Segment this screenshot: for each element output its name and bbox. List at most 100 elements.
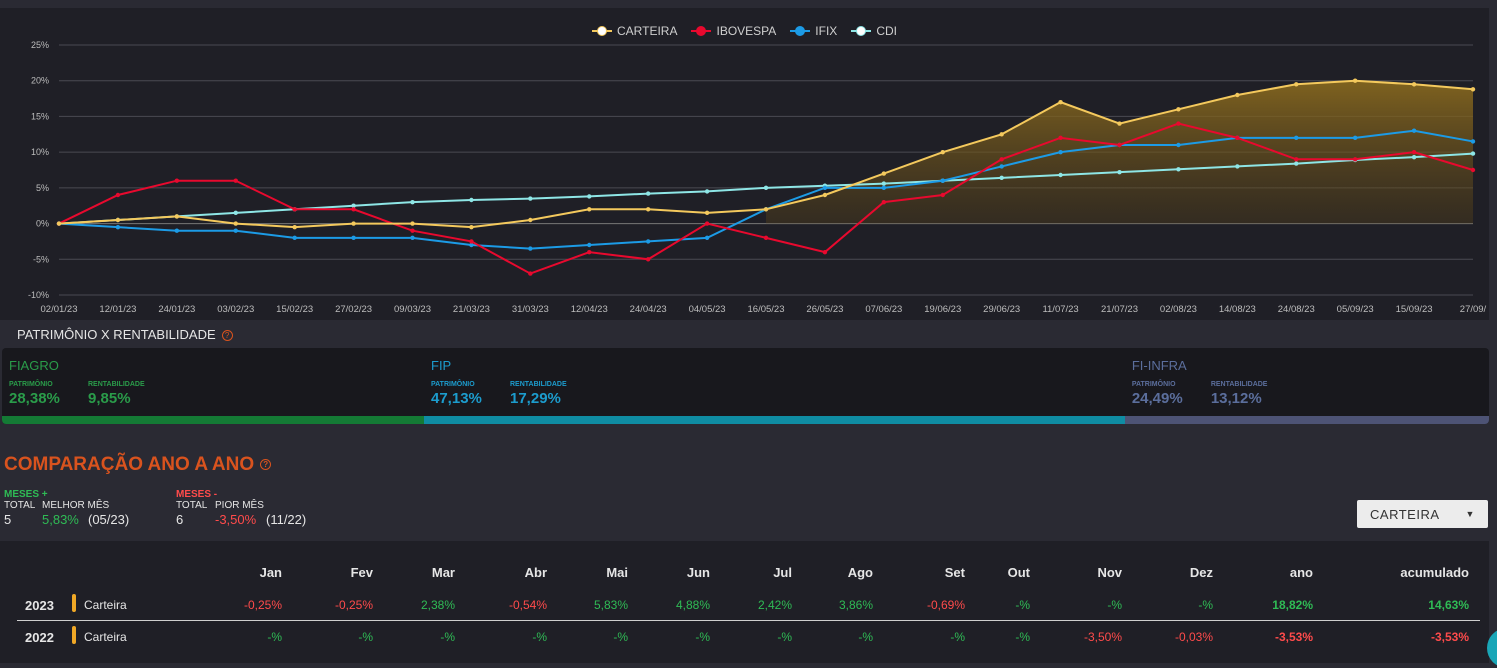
data-point-carteira: [233, 221, 238, 226]
allocation-segment-fiagro[interactable]: FIAGRO PATRIMÔNIO RENTABILIDADE 28,38% 9,85%: [2, 348, 424, 424]
data-point-ibovespa: [233, 178, 238, 183]
data-point-ifix: [115, 224, 121, 230]
data-point-carteira: [1117, 121, 1122, 126]
data-point-ifix: [469, 242, 474, 248]
data-point-ifix: [292, 235, 297, 241]
data-point-ifix: [1352, 135, 1358, 141]
data-point-ibovespa: [1411, 149, 1417, 155]
data-point-ifix: [174, 228, 180, 233]
data-point-ibovespa: [881, 199, 887, 205]
column-header[interactable]: Abr: [524, 565, 547, 580]
data-point-carteira: [292, 224, 297, 230]
chat-button[interactable]: [1487, 628, 1497, 668]
table-cell: -3,50%: [1083, 630, 1122, 644]
column-header[interactable]: Mar: [431, 565, 455, 580]
x-tick-label: 21/03/23: [453, 304, 490, 315]
help-icon[interactable]: ?: [221, 330, 233, 341]
chart-legend: CARTEIRA IBOVESPA IFIX CDI: [0, 24, 1489, 38]
data-point-cdi: [233, 210, 238, 216]
x-tick-label: 02/08/23: [1160, 304, 1197, 315]
legend-label: IFIX: [815, 24, 838, 38]
data-point-cdi: [645, 191, 651, 196]
data-point-carteira: [469, 224, 474, 230]
legend-item-ibovespa[interactable]: IBOVESPA: [691, 24, 776, 38]
negative-total-label: TOTAL: [176, 500, 208, 511]
data-point-ibovespa: [763, 235, 769, 241]
data-point-carteira: [174, 214, 180, 219]
x-tick-label: 24/08/23: [1278, 304, 1315, 315]
data-point-ibovespa: [1117, 142, 1122, 148]
data-point-cdi: [999, 175, 1004, 181]
series-dropdown[interactable]: CARTEIRA ▼: [1357, 500, 1488, 528]
data-point-ibovespa: [999, 157, 1004, 162]
legend-item-carteira[interactable]: CARTEIRA: [592, 24, 677, 38]
y-tick-label: 10%: [31, 147, 49, 157]
table-cell: -0,03%: [1174, 630, 1213, 644]
column-header[interactable]: Set: [944, 565, 965, 580]
data-point-carteira: [56, 221, 62, 226]
help-icon[interactable]: ?: [260, 459, 272, 470]
data-point-ifix: [351, 235, 356, 241]
column-header[interactable]: Mai: [606, 565, 628, 580]
allocation-bar: FIAGRO PATRIMÔNIO RENTABILIDADE 28,38% 9,85%…: [2, 348, 1489, 424]
series-color-tag: [72, 626, 76, 644]
x-tick-label: 26/05/23: [806, 304, 843, 315]
data-point-ibovespa: [351, 207, 356, 212]
data-point-carteira: [1176, 107, 1181, 112]
table-cell: -%: [950, 630, 965, 644]
allocation-segment-fip[interactable]: FIP PATRIMÔNIO RENTABILIDADE 47,13% 17,29%: [424, 348, 1125, 424]
data-point-ifix: [881, 185, 887, 191]
column-header[interactable]: Out: [1007, 565, 1030, 580]
data-point-carteira: [410, 221, 415, 226]
column-header[interactable]: Jul: [773, 565, 792, 580]
table-cell: -%: [358, 630, 373, 644]
y-tick-label: 5%: [36, 183, 49, 193]
y-tick-label: 15%: [31, 111, 49, 121]
legend-label: CARTEIRA: [617, 24, 678, 38]
negative-total-value: 6: [176, 512, 184, 527]
table-cell: -%: [777, 630, 792, 644]
column-header[interactable]: Jun: [686, 565, 710, 580]
table-cell: 3,86%: [838, 598, 873, 612]
allocation-segment-fi-infra[interactable]: FI-INFRA PATRIMÔNIO RENTABILIDADE 24,49% 13,…: [1124, 348, 1489, 424]
y-tick-label: -10%: [28, 290, 49, 300]
data-point-cdi: [881, 181, 887, 186]
patrimonio-title: PATRIMÔNIO X RENTABILIDADE?: [17, 327, 233, 342]
x-tick-label: 24/04/23: [630, 304, 667, 315]
table-cell: -0,25%: [334, 598, 373, 612]
rentabilidade-label: RENTABILIDADE: [510, 381, 567, 388]
column-header[interactable]: ano: [1289, 565, 1313, 580]
x-tick-label: 11/07/23: [1042, 304, 1078, 315]
column-header[interactable]: Dez: [1189, 565, 1213, 580]
data-point-ibovespa: [528, 271, 533, 276]
rentabilidade-value: 9,85%: [88, 390, 131, 407]
x-tick-label: 15/02/23: [276, 304, 313, 315]
data-point-carteira: [1411, 82, 1417, 87]
x-tick-label: 21/07/23: [1101, 304, 1138, 315]
year-comparison-table: Jan Fev Mar Abr Mai Jun Jul Ago Set Out Nov Dez ano a…: [0, 541, 1489, 663]
row-series-name: Carteira: [84, 630, 127, 644]
legend-item-cdi[interactable]: CDI: [851, 24, 897, 38]
column-header[interactable]: Fev: [350, 565, 373, 580]
table-cell: -%: [1015, 630, 1030, 644]
table-cell: 5,83%: [593, 598, 628, 612]
worst-month-value: -3,50%: [215, 512, 257, 527]
best-month-label: MELHOR MÊS: [42, 500, 110, 511]
data-point-carteira: [763, 207, 769, 212]
column-header[interactable]: Nov: [1097, 565, 1122, 580]
column-header[interactable]: acumulado: [1400, 565, 1469, 580]
data-point-cdi: [704, 189, 710, 194]
data-point-ifix: [1176, 142, 1181, 148]
negative-months-stats: MESES - TOTAL 6 PIOR MÊS -3,50% (11/22): [176, 489, 346, 528]
x-tick-label: 27/02/23: [335, 304, 372, 315]
column-header[interactable]: Jan: [259, 565, 282, 580]
positive-total-label: TOTAL: [4, 500, 36, 511]
table-cell: 18,82%: [1272, 598, 1313, 612]
data-point-ifix: [1411, 128, 1417, 133]
legend-item-ifix[interactable]: IFIX: [790, 24, 837, 38]
table-cell: -%: [1107, 598, 1122, 612]
data-point-carteira: [1470, 87, 1476, 92]
data-point-carteira: [645, 207, 651, 212]
column-header[interactable]: Ago: [847, 565, 873, 580]
performance-chart: 25% 20% 15% 10% 5% 0% -5% -10% 02/01/23 12/01/23 2…: [28, 40, 1487, 315]
